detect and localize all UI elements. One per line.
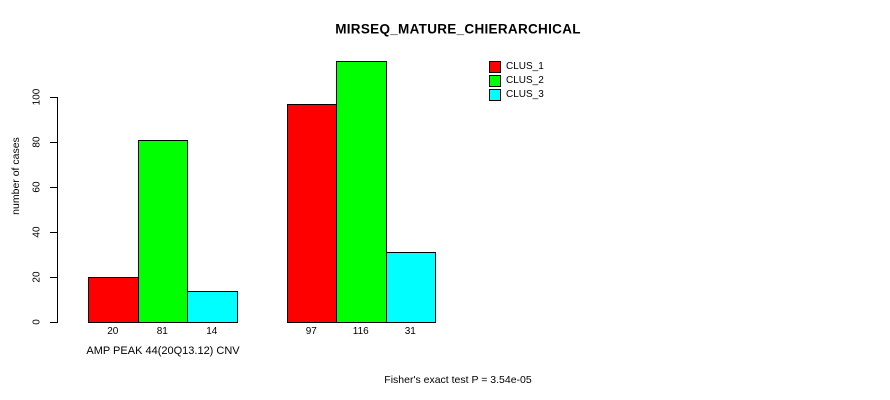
bar-value-label: 14 bbox=[206, 326, 218, 337]
y-axis-tick bbox=[50, 277, 58, 278]
y-axis-tick bbox=[50, 97, 58, 98]
fisher-test-annotation: Fisher's exact test P = 3.54e-05 bbox=[384, 374, 532, 386]
y-axis-tick-label: 20 bbox=[31, 271, 42, 283]
y-axis-tick bbox=[50, 142, 58, 143]
bar-clus-1-group-1 bbox=[88, 277, 139, 323]
x-axis-label: AMP PEAK 44(20Q13.12) CNV bbox=[86, 345, 240, 357]
y-axis-tick-label: 80 bbox=[31, 136, 42, 148]
bar-clus-3-group-2 bbox=[385, 252, 436, 323]
chart-title: MIRSEQ_MATURE_CHIERARCHICAL bbox=[335, 21, 581, 37]
legend-swatch-clus-3-icon bbox=[489, 89, 501, 101]
legend-item-clus-2: CLUS_2 bbox=[489, 75, 544, 87]
bar-value-label: 97 bbox=[305, 326, 317, 337]
y-axis-tick-label: 40 bbox=[31, 226, 42, 238]
bar-value-label: 31 bbox=[404, 326, 416, 337]
legend-label-clus-1: CLUS_1 bbox=[506, 61, 544, 72]
y-axis-tick-label: 60 bbox=[31, 181, 42, 193]
legend-swatch-clus-2-icon bbox=[489, 75, 501, 87]
bar-clus-2-group-2 bbox=[336, 61, 387, 323]
bar-value-label: 20 bbox=[107, 326, 119, 337]
bar-clus-1-group-2 bbox=[286, 103, 337, 323]
bar-value-label: 116 bbox=[352, 326, 369, 337]
y-axis-label: number of cases bbox=[10, 137, 22, 215]
y-axis-tick bbox=[50, 322, 58, 323]
bar-clus-2-group-1 bbox=[137, 139, 188, 323]
y-axis-tick bbox=[50, 232, 58, 233]
y-axis-tick-label: 100 bbox=[31, 88, 42, 106]
y-axis-tick-label: 0 bbox=[31, 319, 42, 325]
bar-value-label: 81 bbox=[156, 326, 168, 337]
legend-label-clus-3: CLUS_3 bbox=[506, 89, 544, 100]
legend-label-clus-2: CLUS_2 bbox=[506, 75, 544, 86]
legend: CLUS_1 CLUS_2 CLUS_3 bbox=[489, 61, 544, 104]
legend-item-clus-3: CLUS_3 bbox=[489, 89, 544, 101]
legend-item-clus-1: CLUS_1 bbox=[489, 61, 544, 73]
legend-swatch-clus-1-icon bbox=[489, 61, 501, 73]
y-axis-tick bbox=[50, 187, 58, 188]
bar-clus-3-group-1 bbox=[187, 290, 238, 323]
y-axis-line bbox=[57, 97, 58, 323]
